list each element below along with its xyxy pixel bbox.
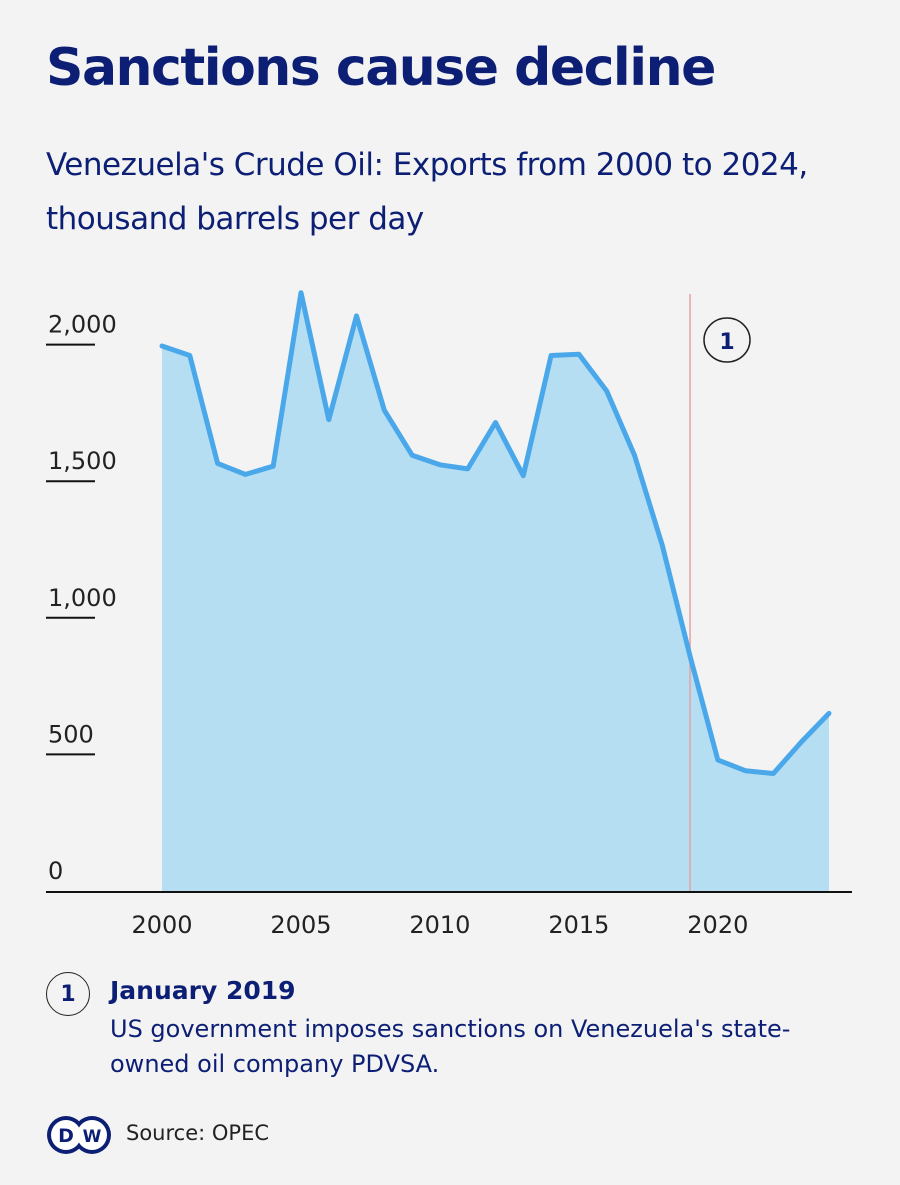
svg-text:D: D [58, 1125, 74, 1147]
annotation-marker: 1 [703, 317, 751, 363]
source-text: Source: OPEC [126, 1121, 270, 1145]
y-tick-label: 500 [48, 720, 94, 748]
y-tick-label: 0 [48, 857, 63, 885]
x-tick-label: 2015 [548, 911, 609, 939]
x-tick-label: 2020 [687, 911, 748, 939]
svg-text:1: 1 [719, 330, 734, 355]
y-tick-label: 1,000 [48, 584, 117, 612]
svg-text:W: W [83, 1127, 102, 1147]
x-tick-label: 2010 [409, 911, 470, 939]
y-tick-label: 2,000 [48, 311, 117, 339]
x-tick-label: 2005 [270, 911, 331, 939]
chart-subtitle: Venezuela's Crude Oil: Exports from 2000… [46, 147, 808, 237]
note-date: January 2019 [110, 976, 296, 1005]
x-tick-label: 2000 [131, 911, 192, 939]
x-axis: 2000 2005 2010 2015 2020 [131, 911, 748, 939]
dw-logo: D W [47, 1116, 111, 1154]
note-marker: 1 [46, 972, 90, 1016]
y-axis: 0 500 1,000 1,500 2,000 [46, 311, 117, 885]
area-chart: 0 500 1,000 1,500 2,000 2000 2005 2010 2015 2020… [46, 290, 852, 939]
y-tick-label: 1,500 [48, 447, 117, 475]
area-fill [162, 292, 829, 891]
chart-title: Sanctions cause decline [46, 38, 716, 98]
note-text: US government imposes sanctions on Venez… [110, 1015, 791, 1078]
